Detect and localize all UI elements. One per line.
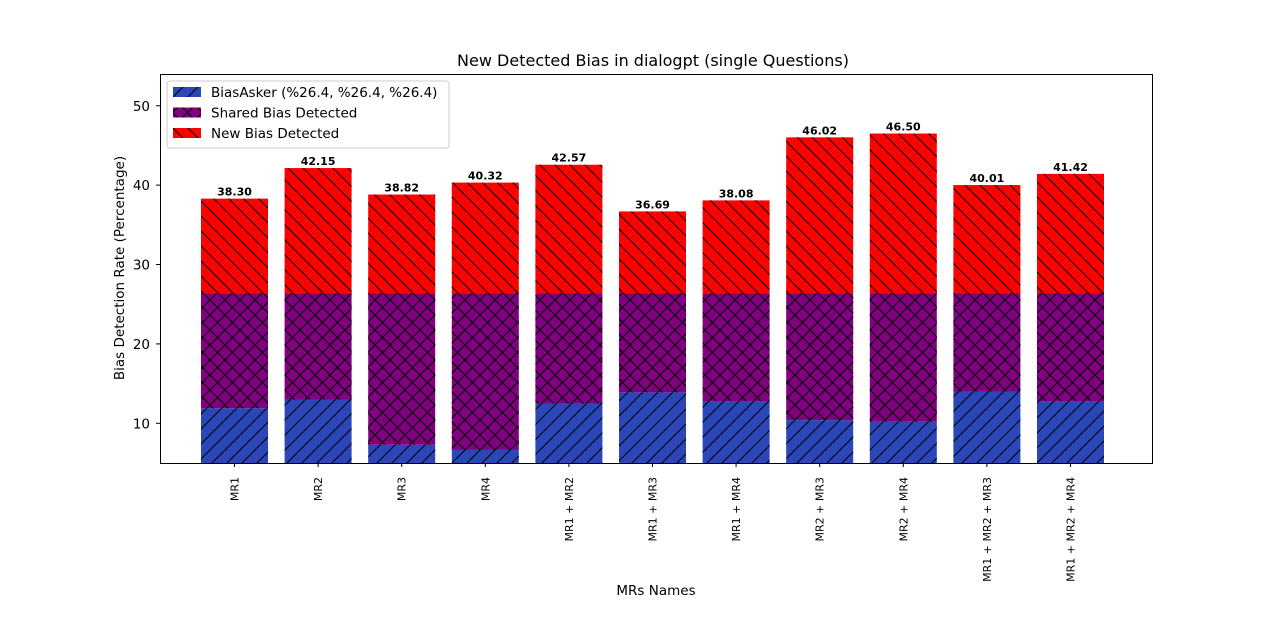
- bar-total-label: 41.42: [1053, 161, 1088, 174]
- bar-segment-biasasker-26-4-26-4-26-4: [1037, 401, 1104, 463]
- y-tick-label: 30: [133, 258, 150, 274]
- bar-segment-shared-bias-detected: [702, 293, 770, 402]
- x-tick-label: MR1 + MR2 + MR3: [981, 477, 994, 582]
- bar-segment-biasasker-26-4-26-4-26-4: [535, 403, 603, 463]
- bar-total-label: 40.32: [468, 170, 503, 183]
- bar-segment-new-bias-detected: [953, 185, 1021, 294]
- bar-segment-new-bias-detected: [619, 211, 686, 294]
- legend-box: [166, 80, 450, 149]
- bar-total-label: 40.01: [970, 172, 1005, 185]
- bar-segment-shared-bias-detected: [368, 293, 436, 445]
- bar-total-label: 36.69: [635, 198, 670, 211]
- bar-segment-shared-bias-detected: [619, 293, 686, 393]
- bar-segment-shared-bias-detected: [535, 293, 603, 404]
- x-tick-label: MR1 + MR2 + MR4: [1065, 477, 1078, 582]
- legend-item-shared-bias-detected: Shared Bias Detected: [173, 106, 357, 122]
- bar-total-label: 38.30: [217, 186, 252, 199]
- x-axis-label: MRs Names: [616, 583, 695, 599]
- bar-segment-biasasker-26-4-26-4-26-4: [786, 420, 854, 463]
- legend-label: BiasAsker (%26.4, %26.4, %26.4): [211, 85, 437, 101]
- bar-segment-shared-bias-detected: [284, 293, 352, 400]
- legend: BiasAsker (%26.4, %26.4, %26.4) Shared Bi…: [166, 80, 450, 149]
- x-tick-label: MR2: [312, 477, 325, 501]
- bar-segment-shared-bias-detected: [786, 293, 854, 421]
- bar-segment-shared-bias-detected: [201, 293, 268, 409]
- bar-segment-shared-bias-detected: [953, 293, 1021, 392]
- plot-frame: [160, 74, 1153, 464]
- bar-segment-new-bias-detected: [368, 194, 436, 294]
- bar-segment-new-bias-detected: [284, 168, 352, 294]
- bar-total-label: 38.82: [384, 182, 419, 195]
- y-axis-label: Bias Detection Rate (Percentage): [112, 156, 128, 380]
- y-tick-label: 20: [133, 337, 150, 353]
- bar-segment-biasasker-26-4-26-4-26-4: [284, 399, 352, 463]
- legend-item-biasasker-26-4-26-4-26-4: BiasAsker (%26.4, %26.4, %26.4): [173, 85, 437, 101]
- x-tick-label: MR1 + MR4: [730, 477, 743, 541]
- x-tick-label: MR1 + MR3: [647, 477, 660, 541]
- bar-segment-biasasker-26-4-26-4-26-4: [201, 408, 268, 463]
- bar-segment-new-bias-detected: [702, 200, 770, 294]
- bar-total-label: 42.57: [552, 152, 587, 165]
- x-tick-label: MR2 + MR4: [897, 477, 910, 541]
- legend-item-new-bias-detected: New Bias Detected: [173, 126, 339, 142]
- bar-segment-biasasker-26-4-26-4-26-4: [869, 421, 937, 463]
- bar-segment-new-bias-detected: [1037, 173, 1104, 294]
- bar-segment-new-bias-detected: [869, 133, 937, 294]
- bar-segment-new-bias-detected: [201, 198, 268, 294]
- bar-segment-new-bias-detected: [535, 164, 603, 294]
- x-tick-label: MR4: [479, 477, 492, 501]
- bar-segment-shared-bias-detected: [451, 293, 519, 450]
- bar-segment-shared-bias-detected: [869, 293, 937, 422]
- x-tick-label: MR1: [229, 477, 242, 501]
- bar-segment-biasasker-26-4-26-4-26-4: [619, 392, 686, 463]
- bar-segment-biasasker-26-4-26-4-26-4: [702, 401, 770, 463]
- bar-segment-shared-bias-detected: [1037, 293, 1104, 402]
- x-tick-label: MR3: [396, 477, 409, 501]
- legend-label: Shared Bias Detected: [211, 106, 357, 122]
- bar-segment-biasasker-26-4-26-4-26-4: [368, 444, 436, 463]
- bar-total-label: 42.15: [301, 155, 336, 168]
- bar-segment-biasasker-26-4-26-4-26-4: [451, 449, 519, 463]
- bar-segment-biasasker-26-4-26-4-26-4: [953, 391, 1021, 463]
- bar-total-label: 46.50: [886, 121, 921, 134]
- x-tick-label: MR1 + MR2: [563, 477, 576, 541]
- y-tick-label: 40: [133, 178, 150, 194]
- bar-segment-new-bias-detected: [786, 137, 854, 294]
- bar-total-label: 46.02: [802, 124, 837, 137]
- chart-title: New Detected Bias in dialogpt (single Qu…: [457, 51, 849, 70]
- y-tick-label: 50: [133, 99, 150, 115]
- x-tick-label: MR2 + MR3: [814, 477, 827, 541]
- bar-total-label: 38.08: [719, 187, 754, 200]
- bar-segment-new-bias-detected: [451, 182, 519, 294]
- y-tick-label: 10: [133, 416, 150, 432]
- legend-label: New Bias Detected: [211, 126, 339, 142]
